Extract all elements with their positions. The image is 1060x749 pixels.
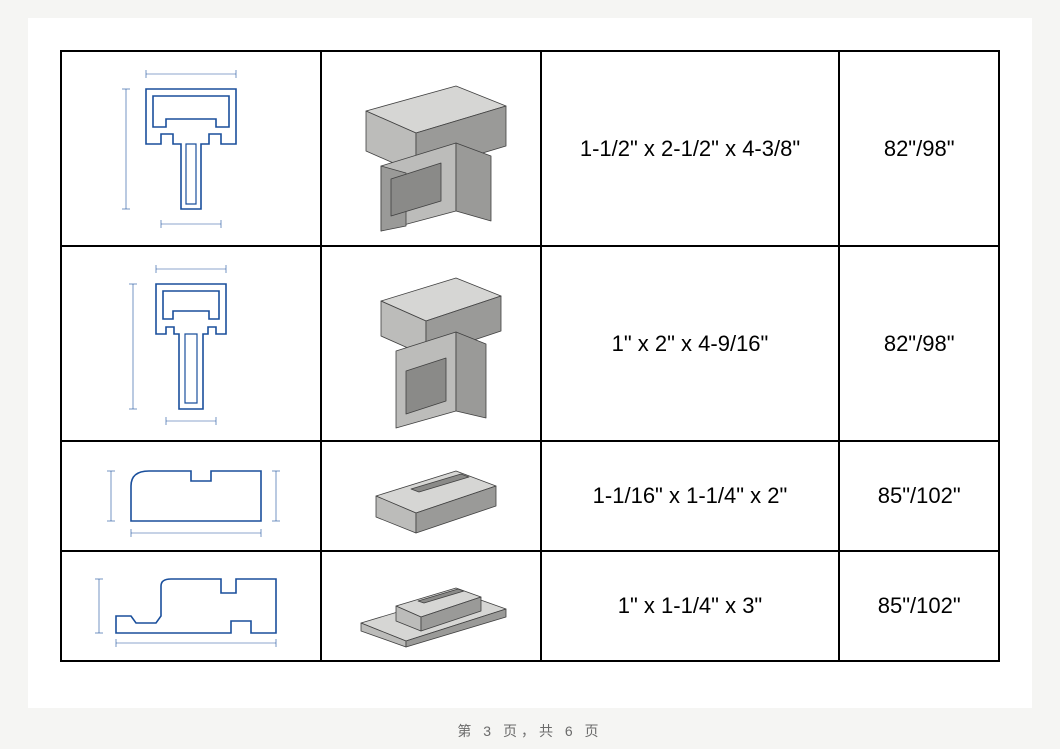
cell-3d-render [321,246,541,441]
cell-lengths: 82"/98" [839,51,999,246]
profile-2d-icon [81,561,301,651]
profile-2d-icon [111,259,271,429]
spec-table: 1-1/2" x 2-1/2" x 4-3/8" 82"/98" [60,50,1000,662]
cell-lengths: 82"/98" [839,246,999,441]
cell-2d-drawing [61,441,321,551]
cell-2d-drawing [61,246,321,441]
cell-3d-render [321,441,541,551]
cell-dimensions: 1" x 2" x 4-9/16" [541,246,840,441]
cell-dimensions: 1" x 1-1/4" x 3" [541,551,840,661]
profile-iso-icon [346,561,516,651]
cell-2d-drawing [61,51,321,246]
profile-iso-icon [351,451,511,541]
table-row: 1-1/16" x 1-1/4" x 2" 85"/102" [61,441,999,551]
table-row: 1" x 2" x 4-9/16" 82"/98" [61,246,999,441]
cell-dimensions: 1-1/2" x 2-1/2" x 4-3/8" [541,51,840,246]
profile-iso-icon [346,256,516,431]
table-row: 1" x 1-1/4" x 3" 85"/102" [61,551,999,661]
cell-dimensions: 1-1/16" x 1-1/4" x 2" [541,441,840,551]
profile-2d-icon [91,451,291,541]
profile-iso-icon [336,61,526,236]
cell-3d-render [321,51,541,246]
cell-lengths: 85"/102" [839,441,999,551]
cell-lengths: 85"/102" [839,551,999,661]
table-row: 1-1/2" x 2-1/2" x 4-3/8" 82"/98" [61,51,999,246]
cell-2d-drawing [61,551,321,661]
page-footer: 第 3 页，共 6 页 [0,721,1060,741]
cell-3d-render [321,551,541,661]
profile-2d-icon [101,64,281,234]
